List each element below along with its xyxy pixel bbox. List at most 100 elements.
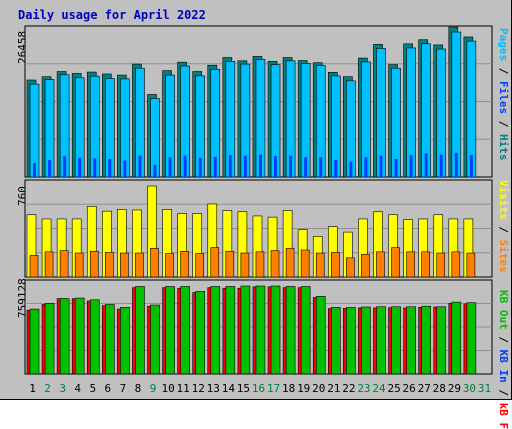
- x-tick-label-29: 29: [448, 382, 461, 395]
- bar-kb-out-2: [44, 302, 55, 375]
- bar-kb-out-21: [330, 307, 341, 375]
- x-tick-label-11: 11: [177, 382, 190, 395]
- x-tick-label-17: 17: [267, 382, 280, 395]
- x-tick-label-14: 14: [222, 382, 236, 395]
- bar-kb-out-3: [59, 298, 70, 375]
- bar-sites-11: [180, 250, 189, 278]
- bar-sites-16: [255, 251, 265, 278]
- x-tick-label-26: 26: [403, 382, 416, 395]
- bar-kb-out-10: [165, 286, 175, 375]
- bar-kb-out-1: [29, 308, 40, 375]
- bar-kb-out-6: [105, 304, 115, 375]
- bar-kb-out-30: [466, 302, 477, 375]
- x-tick-label-20: 20: [312, 382, 325, 395]
- bar-pages-19: [304, 157, 308, 177]
- bar-kb-out-19: [300, 286, 311, 375]
- bar-pages-16: [258, 154, 262, 177]
- bar-pages-22: [349, 161, 353, 177]
- bar-kb-out-11: [180, 286, 190, 375]
- x-tick-label-19: 19: [297, 382, 310, 395]
- x-tick-label-1: 1: [29, 382, 36, 395]
- bar-pages-21: [334, 160, 338, 177]
- bar-pages-23: [364, 157, 368, 177]
- bar-pages-9: [153, 164, 157, 177]
- bar-pages-10: [168, 157, 172, 177]
- bar-kb-out-28: [436, 306, 447, 375]
- bar-sites-28: [436, 252, 446, 278]
- bar-kb-out-4: [74, 297, 85, 375]
- bar-pages-26: [409, 155, 413, 177]
- bar-sites-3: [59, 250, 69, 278]
- bar-sites-30: [466, 252, 476, 278]
- x-tick-label-5: 5: [89, 382, 96, 395]
- bar-pages-4: [78, 157, 82, 177]
- bar-sites-15: [240, 252, 250, 278]
- bar-kb-out-16: [255, 285, 266, 375]
- bar-sites-27: [421, 251, 430, 278]
- bar-pages-18: [289, 155, 293, 177]
- bar-kb-out-13: [210, 286, 221, 375]
- x-tick-label-22: 22: [342, 382, 355, 395]
- bar-sites-4: [74, 252, 84, 278]
- bar-pages-12: [198, 157, 202, 177]
- bar-kb-out-26: [406, 306, 416, 375]
- x-tick-label-30: 30: [463, 382, 476, 395]
- bar-kb-out-25: [391, 306, 401, 375]
- bar-kb-out-5: [89, 299, 100, 375]
- x-tick-label-16: 16: [252, 382, 265, 395]
- bar-pages-28: [439, 154, 443, 177]
- legend-bottom-part-4: kB F: [497, 402, 510, 429]
- bar-pages-17: [274, 156, 278, 177]
- bar-sites-9: [150, 247, 159, 278]
- bar-sites-1: [29, 255, 39, 278]
- bar-pages-7: [123, 160, 127, 177]
- bar-pages-14: [228, 155, 232, 177]
- bar-sites-2: [44, 251, 54, 278]
- bar-sites-14: [225, 250, 235, 278]
- x-tick-label-15: 15: [237, 382, 250, 395]
- bar-kb-out-22: [346, 307, 356, 375]
- bar-pages-20: [319, 157, 323, 177]
- x-tick-label-8: 8: [135, 382, 142, 395]
- bar-sites-19: [300, 249, 310, 278]
- bar-kb-out-23: [361, 306, 371, 375]
- bar-sites-25: [391, 247, 400, 278]
- x-tick-label-2: 2: [44, 382, 51, 395]
- bar-pages-3: [63, 156, 67, 177]
- bar-pages-27: [424, 153, 428, 177]
- bar-sites-24: [376, 251, 385, 278]
- bar-pages-13: [213, 156, 217, 177]
- bar-pages-11: [183, 155, 187, 177]
- bar-pages-29: [454, 152, 458, 177]
- bar-kb-out-18: [285, 286, 296, 375]
- bar-sites-20: [315, 252, 325, 278]
- x-tick-label-24: 24: [372, 382, 386, 395]
- bar-pages-1: [33, 163, 36, 177]
- x-tick-label-23: 23: [357, 382, 370, 395]
- x-tick-label-27: 27: [418, 382, 431, 395]
- bar-sites-10: [165, 253, 174, 278]
- bar-sites-26: [406, 251, 415, 278]
- bar-kb-out-27: [421, 305, 431, 375]
- x-tick-label-4: 4: [74, 382, 81, 395]
- x-tick-label-25: 25: [387, 382, 400, 395]
- bar-pages-2: [48, 160, 52, 177]
- bar-sites-17: [270, 250, 280, 278]
- bar-sites-7: [120, 252, 129, 278]
- bar-kb-out-24: [376, 306, 386, 375]
- bar-sites-29: [451, 251, 461, 278]
- x-tick-label-28: 28: [433, 382, 446, 395]
- x-tick-label-13: 13: [207, 382, 220, 395]
- bar-pages-30: [469, 155, 473, 177]
- bar-pages-24: [379, 155, 383, 177]
- bar-sites-6: [105, 252, 114, 278]
- x-tick-label-21: 21: [327, 382, 340, 395]
- bar-pages-5: [93, 158, 97, 177]
- bar-sites-21: [330, 252, 340, 278]
- bar-pages-25: [394, 158, 398, 177]
- bar-kb-out-7: [120, 307, 130, 375]
- bar-sites-18: [285, 247, 295, 278]
- bar-kb-out-15: [240, 285, 251, 375]
- bar-pages-6: [108, 158, 112, 177]
- bar-sites-22: [346, 257, 355, 278]
